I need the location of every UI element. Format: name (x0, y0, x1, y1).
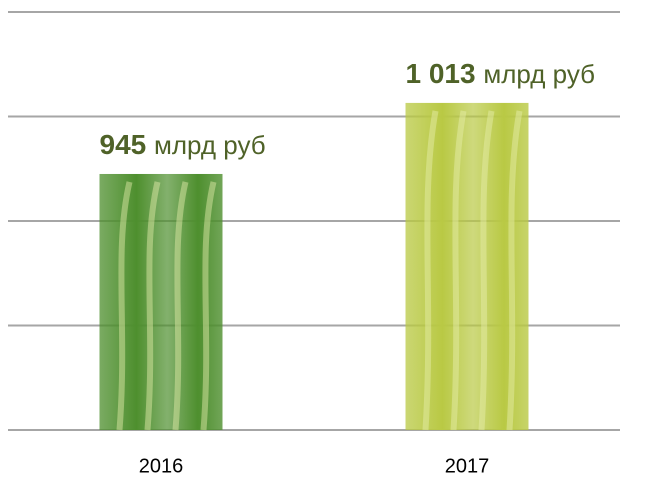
x-tick-label: 2017 (445, 455, 490, 477)
value-label-number: 945 (100, 129, 147, 160)
value-label-unit: млрд руб (483, 59, 595, 89)
value-label-number: 1 013 (406, 58, 476, 89)
chart: 2016 945 млрд руб 2017 1 013 млрд руб (0, 0, 661, 479)
value-label: 945 млрд руб (100, 129, 266, 160)
value-label-unit: млрд руб (154, 130, 266, 160)
x-tick-label: 2016 (139, 455, 184, 477)
value-label: 1 013 млрд руб (406, 58, 596, 89)
